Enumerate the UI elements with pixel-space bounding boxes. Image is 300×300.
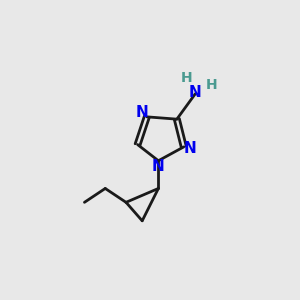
Text: N: N xyxy=(189,85,202,100)
Text: H: H xyxy=(180,70,192,85)
Text: N: N xyxy=(136,105,148,120)
Text: N: N xyxy=(152,159,165,174)
Text: H: H xyxy=(206,77,217,92)
Text: N: N xyxy=(183,140,196,155)
